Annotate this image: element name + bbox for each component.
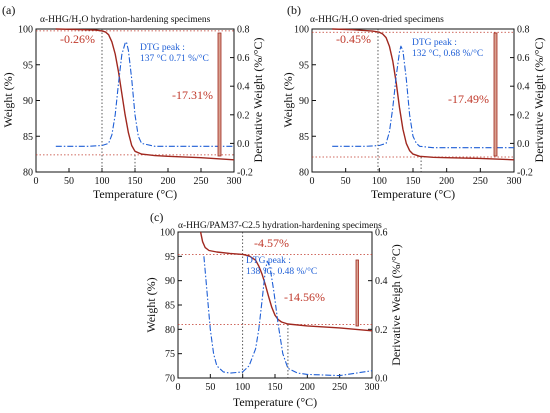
x-tick-label: 0 xyxy=(310,176,315,187)
y2-tick-label: -0.2 xyxy=(517,168,533,179)
annotation-first-loss: -4.57% xyxy=(254,236,289,250)
y-tick-label: 80 xyxy=(299,168,309,179)
x-tick-label: 50 xyxy=(64,176,74,187)
x-axis-label: Temperature (°C) xyxy=(93,187,177,201)
chart-panel-a: (a) α-HHG/H₂O hydration-hardening specim… xyxy=(1,3,265,201)
y-tick-label: 85 xyxy=(299,132,309,143)
weight-curve xyxy=(332,28,515,161)
chart-title: α-HHG/H₂O hydration-hardening specimens xyxy=(40,15,211,25)
y-tick-label: 100 xyxy=(18,25,33,36)
y2-tick-label: 0.6 xyxy=(375,228,388,239)
panel-label: (c) xyxy=(150,210,163,224)
y2-tick-label: 0.2 xyxy=(517,110,530,121)
y2-axis-label: Derivative Weight (%/°C) xyxy=(251,38,265,163)
weight-loss-bar xyxy=(217,32,222,157)
dtg-peak-label: DTG peak : xyxy=(412,38,457,48)
x-tick-label: 250 xyxy=(194,176,209,187)
x-tick-label: 200 xyxy=(439,176,454,187)
panel-label: (b) xyxy=(287,3,301,17)
y2-tick-label: 0.2 xyxy=(375,325,388,336)
y2-tick-label: 0.8 xyxy=(517,25,530,36)
y2-tick-label: 0.2 xyxy=(237,110,250,121)
x-tick-label: 0 xyxy=(176,382,181,393)
x-tick-label: 300 xyxy=(365,382,380,393)
y2-tick-label: 0.4 xyxy=(517,82,530,93)
x-tick-label: 300 xyxy=(227,176,242,187)
chart-panel-b: (b) α-HHG/H₂O oven-dried specimens 0 50 10… xyxy=(281,3,546,201)
y2-tick-label: 0.0 xyxy=(517,139,530,150)
y2-tick-label: 0.4 xyxy=(237,82,250,93)
dtg-curve xyxy=(55,41,234,147)
dtg-peak-value: 132 °C, 0.68 %/°C xyxy=(412,48,483,59)
chart-panel-c: (c) α-HHG/PAM37-C2.5 hydration-hardening… xyxy=(144,210,403,409)
weight-loss-bar xyxy=(493,32,498,157)
x-tick-label: 100 xyxy=(235,382,250,393)
dtg-peak-label: DTG peak : xyxy=(140,43,185,53)
y-tick-label: 100 xyxy=(160,228,175,239)
dtg-peak-label: DTG peak : xyxy=(246,256,291,266)
y-axis-label: Weight (%) xyxy=(281,72,295,127)
x-tick-label: 200 xyxy=(300,382,315,393)
y-tick-label: 95 xyxy=(23,60,33,71)
y-tick-label: 90 xyxy=(165,276,175,287)
x-tick-label: 250 xyxy=(473,176,488,187)
annotation-main-loss: -17.31% xyxy=(172,88,213,102)
x-tick-label: 150 xyxy=(128,176,143,187)
x-tick-label: 100 xyxy=(372,176,387,187)
y-tick-label: 95 xyxy=(165,252,175,263)
y2-tick-label: 0.0 xyxy=(375,374,388,385)
x-tick-label: 50 xyxy=(341,176,351,187)
y-tick-label: 80 xyxy=(165,325,175,336)
y-tick-label: 85 xyxy=(23,132,33,143)
x-tick-label: 50 xyxy=(205,382,215,393)
dtg-curve xyxy=(203,256,373,377)
y2-tick-label: 0.6 xyxy=(517,53,530,64)
weight-curve xyxy=(55,28,235,161)
x-axis-label: Temperature (°C) xyxy=(233,395,317,409)
x-tick-label: 100 xyxy=(95,176,110,187)
x-tick-label: 150 xyxy=(406,176,421,187)
x-tick-label: 150 xyxy=(268,382,283,393)
annotation-main-loss: -14.56% xyxy=(284,290,325,304)
annotation-first-loss: -0.45% xyxy=(336,32,371,46)
weight-loss-bar xyxy=(355,259,359,327)
dtg-curve xyxy=(332,45,514,149)
y2-tick-label: -0.2 xyxy=(237,168,253,179)
y-tick-label: 75 xyxy=(165,349,175,360)
y-tick-label: 90 xyxy=(299,96,309,107)
y-axis-label: Weight (%) xyxy=(144,277,158,332)
y2-tick-label: 0.4 xyxy=(375,276,388,287)
y2-axis-label: Derivative Weigh (%/°C) xyxy=(389,244,403,366)
y-tick-label: 70 xyxy=(165,374,175,385)
weight-curve xyxy=(199,231,373,332)
y-axis-label: Weight (%) xyxy=(1,72,15,127)
x-tick-label: 200 xyxy=(161,176,176,187)
x-tick-label: 300 xyxy=(507,176,522,187)
chart-title: α-HHG/H₂O oven-dried specimens xyxy=(310,15,444,25)
panel-label: (a) xyxy=(2,3,15,17)
x-tick-label: 0 xyxy=(34,176,39,187)
y2-tick-label: 0.6 xyxy=(237,53,250,64)
dtg-peak-value: 137 °C 0.71 %/°C xyxy=(140,53,209,64)
x-axis-label: Temperature (°C) xyxy=(371,187,455,201)
plot-frame xyxy=(177,231,373,379)
y2-tick-label: 0.0 xyxy=(237,139,250,150)
annotation-first-loss: -0.26% xyxy=(60,32,95,46)
x-tick-label: 250 xyxy=(332,382,347,393)
y2-axis-label: Derivative Weight (%/°C) xyxy=(532,38,546,163)
annotation-main-loss: -17.49% xyxy=(448,92,489,106)
chart-title: α-HHG/PAM37-C2.5 hydration-hardening spe… xyxy=(178,221,382,231)
y2-tick-label: 0.8 xyxy=(237,25,250,36)
y-tick-label: 90 xyxy=(23,96,33,107)
y-tick-label: 85 xyxy=(165,301,175,312)
y-tick-label: 95 xyxy=(299,60,309,71)
y-tick-label: 80 xyxy=(23,168,33,179)
y-tick-label: 100 xyxy=(294,25,309,36)
dtg-peak-value: 138 °C, 0.48 %/°C xyxy=(246,266,317,277)
